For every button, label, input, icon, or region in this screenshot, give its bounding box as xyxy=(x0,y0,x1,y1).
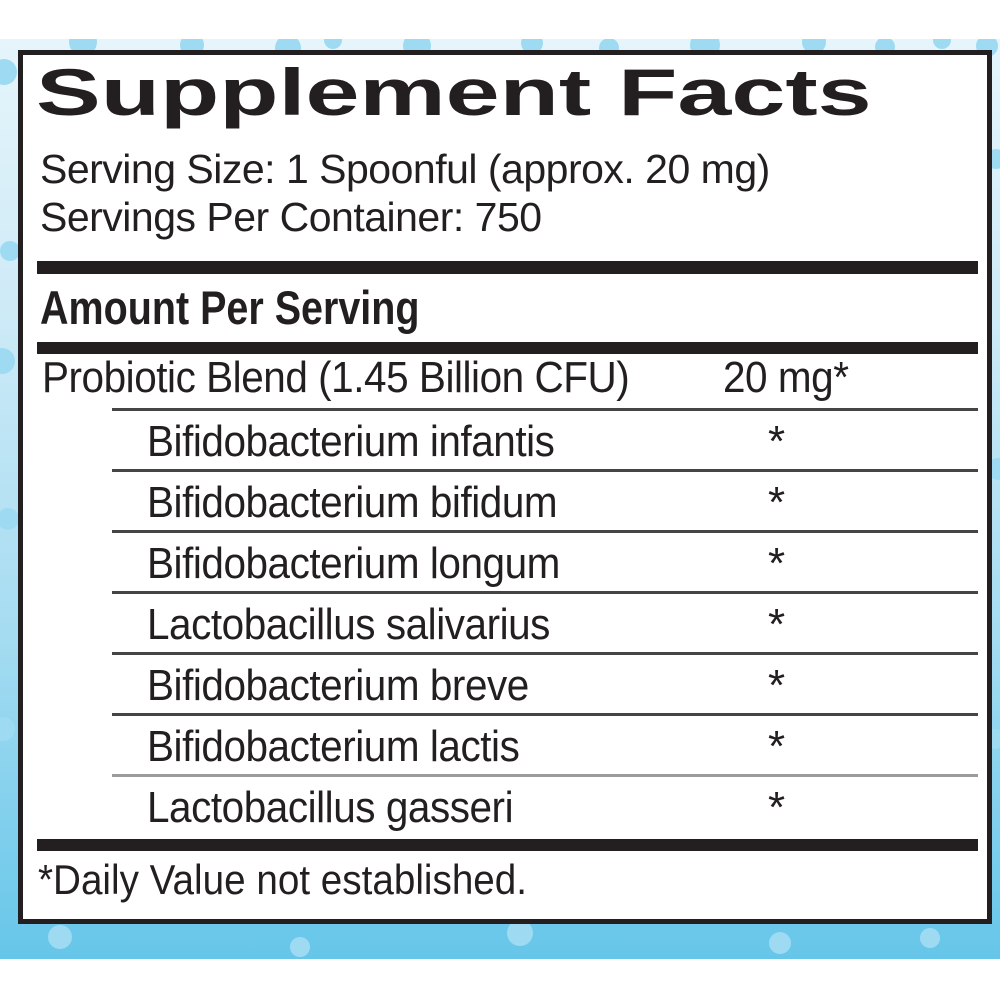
polka-dot xyxy=(0,348,15,374)
ingredient-name: Lactobacillus salivarius xyxy=(147,600,550,649)
polka-dot xyxy=(0,241,20,261)
ingredient-name: Bifidobacterium bifidum xyxy=(147,478,558,527)
ingredient-name: Bifidobacterium infantis xyxy=(147,417,555,466)
polka-dot xyxy=(920,928,940,948)
servings-per-container-line: Servings Per Container: 750 xyxy=(40,194,542,240)
ingredient-amount: * xyxy=(768,539,785,588)
panel-title: Supplement Facts xyxy=(36,55,872,129)
thick-divider-bottom xyxy=(37,839,978,851)
polka-dot xyxy=(48,925,72,949)
row-separator-line xyxy=(112,652,978,655)
thick-divider-top xyxy=(37,261,978,274)
daily-value-footnote: *Daily Value not established. xyxy=(38,856,528,903)
ingredient-amount: * xyxy=(768,600,785,649)
ingredient-name: Bifidobacterium lactis xyxy=(147,722,520,771)
ingredient-name: Bifidobacterium breve xyxy=(147,661,529,710)
polka-dot xyxy=(507,920,533,946)
polka-dot xyxy=(769,932,791,954)
row-separator-line xyxy=(112,469,978,472)
ingredient-amount: * xyxy=(768,661,785,710)
polka-dot xyxy=(0,59,17,85)
medium-divider xyxy=(37,342,978,354)
serving-size-line: Serving Size: 1 Spoonful (approx. 20 mg) xyxy=(40,146,770,192)
polka-dot xyxy=(933,39,951,49)
ingredient-amount: * xyxy=(768,783,785,832)
supplement-facts-panel: Supplement Facts Serving Size: 1 Spoonfu… xyxy=(18,50,992,924)
polka-dot xyxy=(324,39,342,49)
row-separator-line xyxy=(112,530,978,533)
row-separator-line xyxy=(112,774,978,777)
row-separator-line xyxy=(112,408,978,411)
polka-dot xyxy=(0,717,15,741)
row-separator-line xyxy=(112,591,978,594)
ingredient-name: Bifidobacterium longum xyxy=(147,539,560,588)
ingredient-amount: * xyxy=(768,478,785,527)
blend-amount: 20 mg* xyxy=(723,353,849,402)
blend-name: Probiotic Blend (1.45 Billion CFU) xyxy=(42,353,630,402)
amount-per-serving-header: Amount Per Serving xyxy=(40,281,420,334)
ingredient-name: Lactobacillus gasseri xyxy=(147,783,514,832)
ingredient-amount: * xyxy=(768,722,785,771)
row-separator-line xyxy=(112,713,978,716)
polka-dot xyxy=(290,937,310,957)
ingredient-amount: * xyxy=(768,417,785,466)
polka-dot xyxy=(0,508,19,530)
